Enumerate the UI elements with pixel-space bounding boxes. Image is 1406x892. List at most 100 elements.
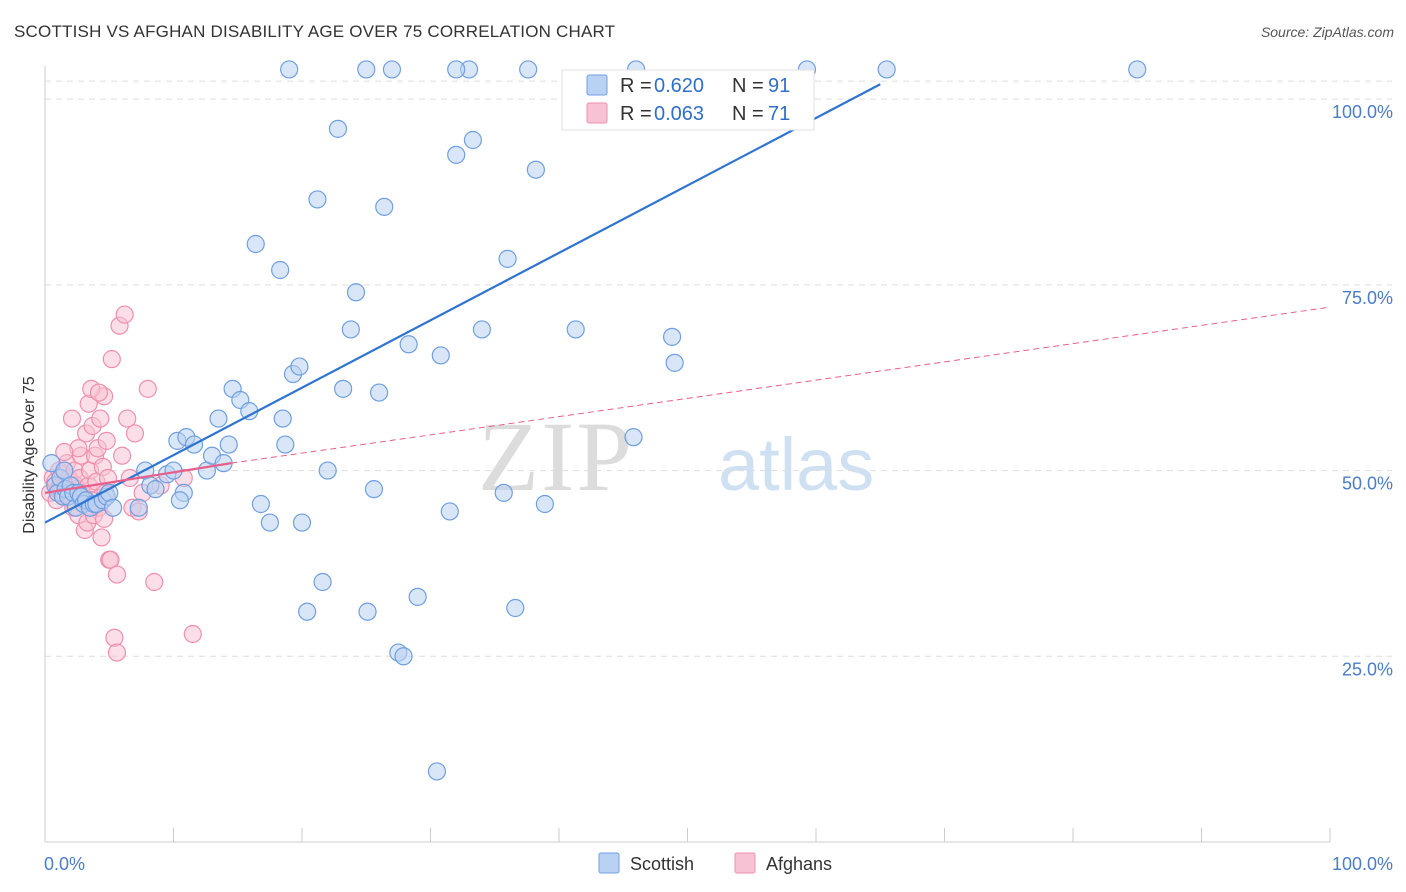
legend-afghans-swatch [734, 852, 756, 874]
scottish-point-60 [399, 335, 418, 354]
scottish-swatch [586, 74, 608, 96]
scottish-n-value: 91 [768, 75, 790, 97]
x-tick-labels: 0.0% 100.0% [44, 854, 1393, 874]
scottish-point-69 [498, 249, 517, 268]
scottish-point-54 [358, 602, 377, 621]
scottish-point-49 [318, 461, 337, 480]
scottish-point-53 [346, 283, 366, 302]
chart-title: SCOTTISH VS AFGHAN DISABILITY AGE OVER 7… [14, 22, 616, 41]
legend-scottish-swatch [598, 852, 620, 874]
scottish-point-71 [519, 60, 538, 79]
scottish-point-89 [170, 491, 190, 510]
afghans-point-57 [138, 379, 157, 398]
scottish-point-84 [357, 60, 376, 79]
scottish-point-90 [427, 762, 447, 781]
scottish-point-42 [273, 409, 292, 428]
scottish-point-75 [624, 428, 643, 447]
afghans-point-64 [89, 383, 109, 402]
scottish-point-36 [219, 435, 238, 454]
afghans-point-58 [145, 572, 164, 592]
scottish-point-47 [308, 190, 327, 209]
scottish-point-61 [408, 587, 427, 606]
scottish-r-label: R = [620, 75, 652, 97]
afghans-point-45 [102, 350, 121, 369]
scottish-point-52 [341, 320, 360, 339]
scottish-point-81 [1128, 60, 1147, 79]
scottish-point-41 [260, 513, 279, 532]
y-tick-labels: 25.0% 50.0% 75.0% 100.0% [1332, 102, 1393, 679]
scottish-point-51 [334, 379, 353, 398]
series-legend: Scottish Afghans [598, 852, 832, 874]
scottish-point-77 [662, 327, 682, 346]
y-tick-label-75: 75.0% [1342, 288, 1393, 308]
y-tick-label-100: 100.0% [1332, 102, 1393, 122]
scottish-point-68 [494, 483, 513, 502]
scottish-point-72 [526, 160, 545, 179]
scottish-point-74 [566, 320, 585, 339]
scottish-point-22 [129, 498, 148, 517]
afghans-trend-extension [231, 306, 1331, 464]
scottish-n-label: N = [732, 75, 764, 97]
trend-lines [44, 83, 1331, 524]
afghans-point-49 [112, 446, 132, 465]
x-tick-label-100: 100.0% [1332, 854, 1393, 874]
scottish-point-67 [472, 320, 491, 339]
stats-legend: R = 0.620 N = 91 R = 0.063 N = 71 [561, 69, 815, 131]
scottish-point-59 [394, 647, 413, 666]
afghans-point-60 [62, 409, 82, 428]
legend-scottish-label: Scottish [630, 854, 694, 874]
axes [44, 66, 1331, 843]
gridlines [45, 80, 1392, 657]
scottish-point-21 [104, 498, 123, 517]
afghans-point-50 [115, 305, 134, 324]
watermark-atlas: atlas [718, 423, 874, 506]
afghans-point-42 [97, 431, 116, 450]
scottish-point-87 [271, 260, 290, 280]
y-tick-label-50: 50.0% [1342, 474, 1393, 494]
scottish-point-70 [506, 598, 525, 618]
scottish-point-88 [292, 513, 312, 532]
x-tick-label-0: 0.0% [44, 854, 85, 874]
afghans-swatch [586, 102, 608, 124]
afghans-point-38 [92, 528, 111, 547]
afghans-r-label: R = [620, 103, 652, 125]
legend-afghans-label: Afghans [766, 854, 832, 874]
scottish-point-82 [280, 60, 299, 79]
scottish-point-57 [375, 197, 394, 216]
scottish-point-80 [877, 60, 896, 79]
afghans-r-value: 0.063 [654, 103, 704, 125]
scottish-point-48 [313, 572, 332, 592]
afghans-trend-line [44, 462, 232, 494]
scottish-point-25 [146, 480, 165, 499]
watermark: ZIP atlas [478, 401, 874, 512]
afghans-n-value: 71 [768, 103, 790, 125]
y-tick-label-25: 25.0% [1342, 659, 1393, 679]
scottish-r-value: 0.620 [654, 75, 704, 97]
scottish-point-85 [447, 60, 466, 79]
scottish-point-78 [665, 353, 684, 372]
afghans-point-51 [118, 409, 137, 428]
scottish-point-45 [290, 357, 309, 376]
afghans-point-54 [125, 424, 145, 443]
source-credit: Source: ZipAtlas.com [1260, 24, 1394, 40]
afghans-point-47 [107, 643, 127, 662]
scottish-point-40 [251, 494, 270, 514]
scottish-point-46 [298, 602, 317, 621]
afghans-point-67 [107, 565, 127, 584]
scottish-point-66 [463, 130, 483, 150]
afghans-n-label: N = [732, 103, 764, 125]
scottish-point-64 [447, 145, 466, 164]
scottish-point-50 [328, 119, 348, 138]
scottish-point-43 [276, 435, 295, 454]
scottish-point-62 [431, 346, 450, 365]
scottish-series [42, 60, 1147, 781]
scottish-trend-line [44, 83, 881, 524]
afghans-point-69 [183, 624, 202, 644]
scottish-point-55 [364, 480, 384, 499]
scottish-point-73 [535, 494, 554, 514]
afghans-point-37 [91, 409, 110, 428]
scottish-point-34 [209, 409, 228, 428]
scottish-point-63 [440, 502, 459, 521]
afghans-point-46 [105, 628, 124, 647]
